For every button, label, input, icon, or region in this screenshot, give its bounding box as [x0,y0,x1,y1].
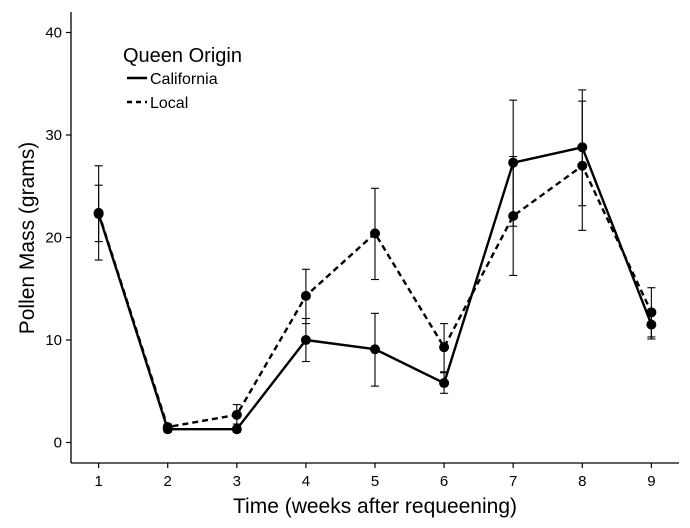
y-ticks: 0 10 20 30 40 [45,25,71,452]
x-tick-label: 1 [94,473,102,490]
data-point-california [231,424,242,435]
y-tick-label: 30 [45,127,62,144]
y-tick-label: 40 [45,25,62,42]
data-point-california [370,344,380,355]
data-point-local [162,422,173,433]
data-point-california [646,319,657,330]
data-point-local [93,207,104,218]
data-point-local [439,342,450,353]
legend-title: Queen Origin [123,45,242,67]
x-tick-label: 2 [164,473,172,490]
data-point-california [300,335,311,345]
data-point-california [577,142,588,153]
data-point-local [370,228,380,239]
x-ticks: 1 2 3 4 5 6 7 8 9 [94,463,656,490]
plot-area [93,89,657,435]
x-tick-label: 5 [371,473,379,490]
data-point-local [508,210,519,221]
x-tick-label: 7 [509,473,517,490]
legend-label-california: California [150,71,218,88]
data-point-local [231,409,242,420]
data-point-local [646,307,657,318]
y-tick-label: 0 [54,435,62,452]
data-point-local [300,290,311,301]
x-tick-label: 8 [578,473,586,490]
data-point-california [439,378,450,389]
x-tick-label: 4 [302,473,310,490]
x-axis-title: Time (weeks after requeening) [233,495,517,518]
x-tick-label: 6 [440,473,448,490]
y-axis-title: Pollen Mass (grams) [16,142,39,335]
x-tick-label: 3 [233,473,241,490]
legend: Queen Origin California Local [123,45,242,112]
y-tick-label: 20 [45,230,62,247]
data-point-california [508,157,519,168]
data-point-local [577,160,588,171]
y-tick-label: 10 [45,332,62,349]
legend-label-local: Local [150,95,188,112]
x-tick-label: 9 [647,473,655,490]
